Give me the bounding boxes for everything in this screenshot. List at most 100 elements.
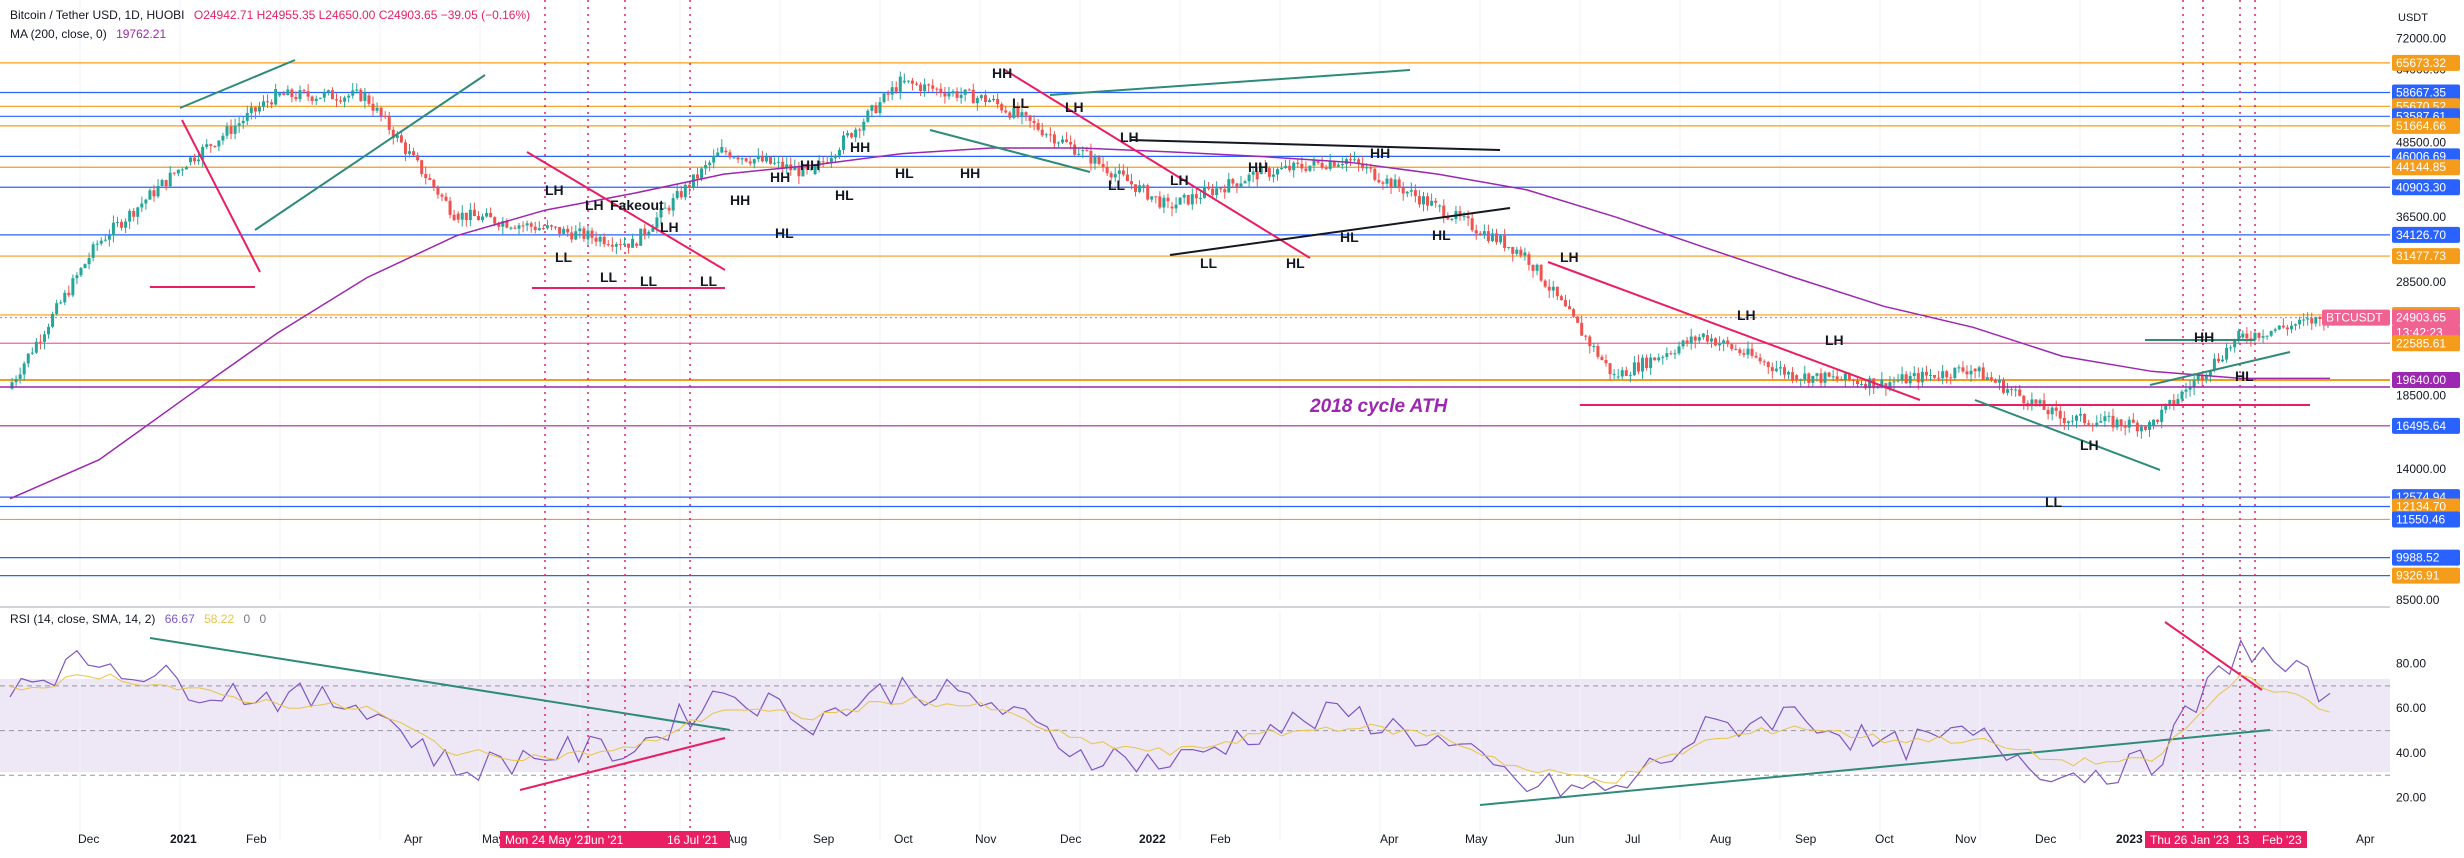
candle-body xyxy=(1458,211,1462,217)
candle-body xyxy=(1442,205,1446,218)
candle-body xyxy=(562,228,566,234)
pivot-label: LL xyxy=(2045,494,2063,510)
candle-body xyxy=(1113,173,1117,178)
candle-body xyxy=(1235,183,1239,187)
candle-body xyxy=(1576,316,1580,323)
pivot-label: LL xyxy=(1108,177,1126,193)
candle-body xyxy=(1312,160,1316,166)
candle-body xyxy=(2277,325,2281,330)
candle-body xyxy=(1815,373,1819,376)
candle-body xyxy=(1008,112,1012,118)
candle-body xyxy=(1316,160,1320,163)
candle-body xyxy=(1965,371,1969,375)
candle-body xyxy=(2022,395,2026,404)
candle-body xyxy=(732,157,736,159)
price-axis-tick: 8500.00 xyxy=(2396,593,2440,607)
candle-body xyxy=(1073,144,1077,155)
candle-body xyxy=(1020,112,1024,117)
candle-body xyxy=(1734,348,1738,350)
candle-body xyxy=(2148,422,2152,430)
candle-body xyxy=(294,96,298,100)
price-tag-bg xyxy=(2392,417,2460,434)
candle-body xyxy=(1495,233,1499,243)
candle-body xyxy=(1486,231,1490,242)
candle-body xyxy=(1572,309,1576,317)
candle-body xyxy=(1223,189,1227,193)
candlesticks xyxy=(10,71,2330,439)
candle-body xyxy=(1624,370,1628,376)
candle-body xyxy=(1166,197,1170,202)
candle-body xyxy=(2111,415,2115,428)
candle-body xyxy=(935,88,939,90)
candle-body xyxy=(1336,164,1340,167)
candle-body xyxy=(695,174,699,179)
ma-label: MA (200, close, 0) xyxy=(10,27,107,41)
candle-body xyxy=(156,186,160,197)
ma-200-path xyxy=(9,147,2330,500)
candle-body xyxy=(1158,196,1162,208)
candle-body xyxy=(874,105,878,113)
candle-body xyxy=(773,162,777,164)
trend-line xyxy=(1004,69,1311,259)
candle-body xyxy=(793,167,797,171)
candle-body xyxy=(233,125,237,134)
candle-body xyxy=(1409,190,1413,192)
candle-body xyxy=(395,135,399,139)
horizontal-levels[interactable] xyxy=(0,62,2390,577)
candle-body xyxy=(866,110,870,122)
candle-body xyxy=(1969,370,1973,375)
trend-lines[interactable] xyxy=(0,59,2390,806)
candle-body xyxy=(1024,112,1028,116)
candle-body xyxy=(18,374,22,379)
candle-body xyxy=(448,200,452,215)
pivot-label: HL xyxy=(1432,227,1451,243)
candle-body xyxy=(1292,162,1296,171)
candle-body xyxy=(1300,163,1304,169)
candle-body xyxy=(408,151,412,154)
candle-body xyxy=(444,196,448,201)
candle-body xyxy=(748,161,752,164)
candle-body xyxy=(687,184,691,188)
price-tag-text: 9988.52 xyxy=(2396,551,2440,565)
candle-body xyxy=(704,164,708,169)
candle-body xyxy=(1125,174,1129,182)
price-tag-bg xyxy=(2322,309,2390,326)
rsi-axis-tick: 20.00 xyxy=(2396,791,2426,805)
candle-body xyxy=(1827,372,1831,377)
candle-body xyxy=(1742,353,1746,355)
cycle-ath-label: 2018 cycle ATH xyxy=(1309,396,1449,417)
trend-line xyxy=(2149,351,2291,386)
pivot-label: HH xyxy=(1248,159,1268,175)
candle-body xyxy=(1056,142,1060,144)
candle-body xyxy=(1511,247,1515,254)
candle-body xyxy=(1089,150,1093,164)
date-range-highlight-2021 xyxy=(500,831,730,848)
date-marker-label: Thu 26 Jan '23 xyxy=(2150,833,2229,847)
candle-body xyxy=(83,264,87,269)
candle-body xyxy=(1170,206,1174,209)
candle-body xyxy=(554,226,558,228)
candle-body xyxy=(2087,423,2091,425)
candle-body xyxy=(671,198,675,211)
date-marker-label: Mon 24 May '21 xyxy=(505,833,590,847)
time-axis-tick: Oct xyxy=(1875,832,1894,846)
candle-body xyxy=(1535,264,1539,271)
price-tag-bg xyxy=(2392,309,2460,326)
pivot-label: HL xyxy=(1340,229,1359,245)
candle-body xyxy=(2046,409,2050,415)
pivot-label: LH xyxy=(1737,307,1756,323)
candle-body xyxy=(837,149,841,156)
time-axis[interactable]: Dec 2021 Feb Apr May Aug Sep Oct Nov Dec 2022 Feb Ap… xyxy=(78,831,2375,848)
vertical-date-lines[interactable] xyxy=(544,0,2256,840)
price-pane[interactable] xyxy=(0,0,2390,606)
candle-body xyxy=(537,228,541,231)
candle-body xyxy=(566,228,570,233)
candle-body xyxy=(939,88,943,94)
candle-body xyxy=(347,95,351,98)
candle-body xyxy=(1568,306,1572,310)
candle-body xyxy=(75,275,79,279)
candle-body xyxy=(1653,357,1657,361)
candle-body xyxy=(902,80,906,83)
candle-body xyxy=(1547,286,1551,291)
